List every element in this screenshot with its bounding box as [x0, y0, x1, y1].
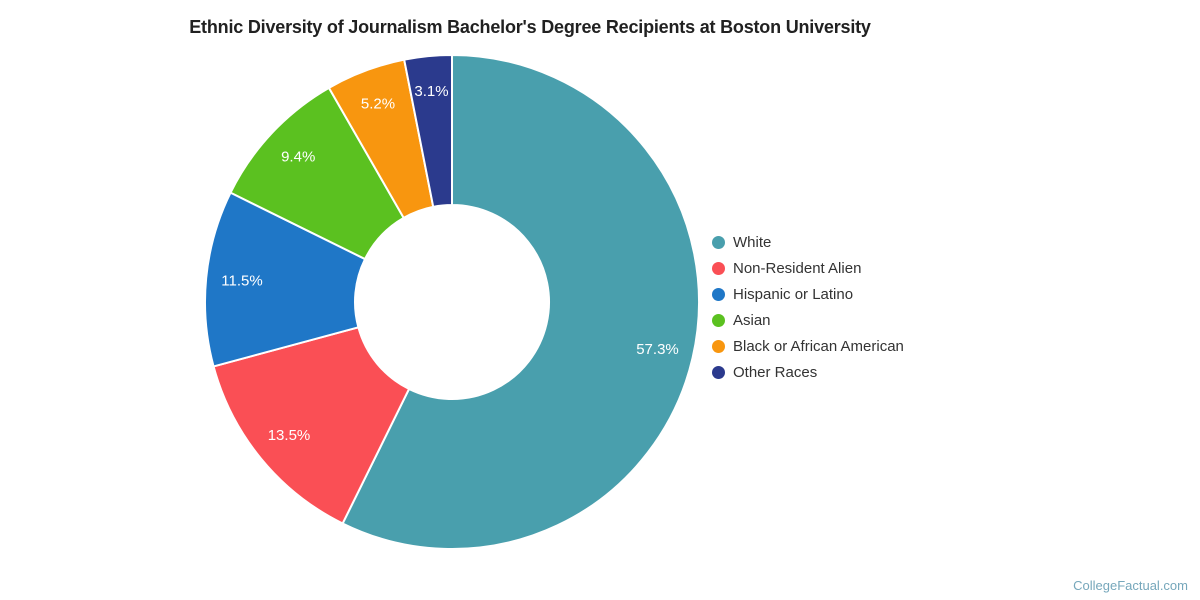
legend-item-black-or-african-american[interactable]: Black or African American	[712, 333, 904, 359]
legend-label: Other Races	[733, 363, 818, 381]
legend-marker-icon	[712, 313, 725, 327]
slice-percent-label-hispanic-or-latino: 11.5%	[221, 272, 262, 289]
legend-marker-icon	[712, 235, 725, 249]
legend: White Non-Resident Alien Hispanic or Lat…	[712, 229, 904, 385]
pie-slice-asian[interactable]	[229, 86, 405, 261]
pie-slice-hispanic-or-latino[interactable]	[204, 191, 367, 368]
legend-label: White	[733, 233, 772, 251]
legend-marker-icon	[712, 261, 725, 275]
legend-label: Hispanic or Latino	[733, 285, 854, 303]
slice-percent-label-non-resident-alien: 13.5%	[268, 427, 311, 444]
legend-label: Black or African American	[733, 337, 904, 355]
legend-marker-icon	[712, 365, 725, 379]
legend-label: Asian	[733, 311, 771, 329]
pie-slice-white[interactable]	[341, 54, 700, 550]
legend-item-white[interactable]: White	[712, 229, 904, 255]
slice-percent-label-white: 57.3%	[636, 341, 679, 358]
legend-item-non-resident-alien[interactable]: Non-Resident Alien	[712, 255, 904, 281]
chart-title: Ethnic Diversity of Journalism Bachelor'…	[189, 17, 871, 37]
legend-marker-icon	[712, 287, 725, 301]
slice-percent-label-other-races: 3.1%	[414, 83, 448, 100]
slice-percent-label-asian: 9.4%	[281, 149, 315, 166]
legend-item-hispanic-or-latino[interactable]: Hispanic or Latino	[712, 281, 904, 307]
pie-slice-non-resident-alien[interactable]	[212, 326, 411, 525]
legend-item-asian[interactable]: Asian	[712, 307, 904, 333]
legend-item-other-races[interactable]: Other Races	[712, 359, 904, 385]
collegefactual-watermark: CollegeFactual.com	[1073, 578, 1188, 593]
legend-marker-icon	[712, 339, 725, 353]
legend-label: Non-Resident Alien	[733, 259, 862, 277]
slice-percent-label-black-or-african-american: 5.2%	[361, 95, 395, 112]
pie-slice-other-races[interactable]	[403, 54, 453, 208]
